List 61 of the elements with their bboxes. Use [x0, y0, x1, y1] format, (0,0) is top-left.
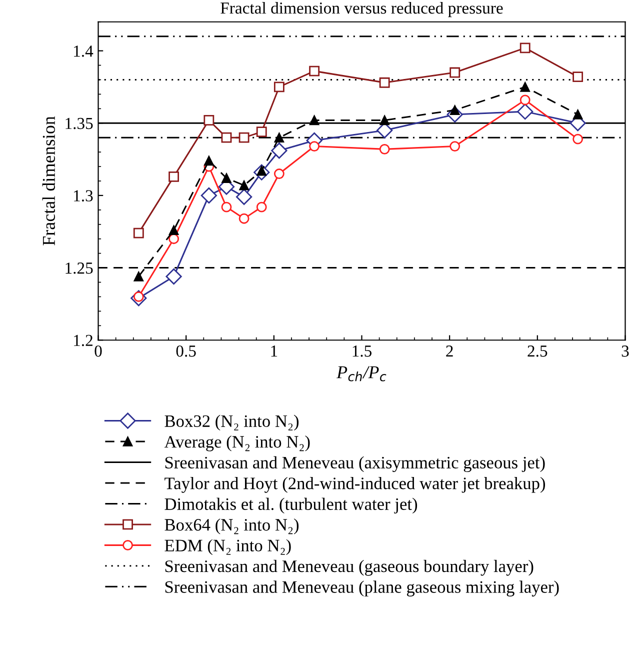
- legend-label: Sreenivasan and Meneveau (gaseous boundary layer): [165, 560, 534, 576]
- point: [204, 156, 214, 166]
- x-tick-label: 0.5: [176, 345, 196, 357]
- point: [271, 142, 288, 159]
- y-tick-label: 1.3: [74, 190, 93, 202]
- legend-label: Sreenivasan and Meneveau (axisymmetric gaseous jet): [165, 456, 545, 472]
- point: [379, 144, 390, 154]
- legend-label: Average (N₂ into N₂): [164, 436, 310, 452]
- point: [520, 94, 530, 106]
- point: [236, 188, 252, 205]
- point: [134, 272, 144, 282]
- legend-label: Box64 (N₂ into N₂): [164, 518, 299, 534]
- point: [520, 82, 530, 92]
- point: [239, 180, 249, 190]
- point: [200, 187, 217, 204]
- x-tick-label: 0: [94, 345, 102, 357]
- point: [238, 132, 250, 143]
- y-tick-label: 1.35: [66, 118, 93, 130]
- point: [222, 173, 232, 183]
- point: [166, 268, 182, 285]
- point: [450, 67, 460, 78]
- legend-label: EDM (N₂ into N₂): [164, 539, 291, 555]
- point: [572, 134, 584, 144]
- y-axis-title: Fractal dimension: [42, 116, 55, 246]
- y-tick-label: 1.4: [74, 46, 94, 57]
- point: [309, 66, 320, 76]
- point: [221, 132, 232, 143]
- point: [256, 126, 267, 138]
- point: [238, 213, 250, 224]
- point: [168, 234, 179, 244]
- x-tick-label: 2: [446, 346, 453, 357]
- point: [168, 171, 179, 182]
- y-tick-label: 1.2: [74, 334, 92, 346]
- point: [379, 77, 390, 88]
- legend-label: Sreenivasan and Meneveau (plane gaseous mixing layer): [165, 580, 559, 596]
- point: [204, 115, 214, 126]
- chart-title: Fractal dimension versus reduced pressure: [220, 2, 503, 18]
- point: [256, 202, 267, 212]
- point: [309, 141, 320, 152]
- point: [274, 132, 284, 142]
- point: [517, 104, 534, 120]
- point: [221, 202, 232, 212]
- point: [133, 228, 144, 238]
- point: [380, 115, 390, 126]
- legend-label: Taylor and Hoyt (2nd-wind-induced water jet breakup): [164, 477, 546, 493]
- y-tick-label: 1.25: [66, 262, 93, 274]
- point: [450, 141, 460, 152]
- point: [274, 82, 284, 92]
- point: [520, 42, 530, 54]
- x-axis-title: P$_{ch}$/P$_{c}$: [336, 366, 386, 382]
- point: [274, 168, 284, 179]
- x-tick-label: 3: [622, 346, 629, 357]
- x-tick-label: 1.5: [352, 346, 372, 357]
- point: [168, 225, 179, 236]
- point: [572, 72, 584, 82]
- legend-label: Box32 (N₂ into N₂): [164, 414, 299, 431]
- x-tick-label: 2.5: [528, 346, 548, 357]
- x-tick-label: 1: [271, 346, 278, 357]
- point: [309, 115, 320, 126]
- legend-label: Dimotakis et al. (turbulent water jet): [164, 498, 418, 514]
- point: [572, 110, 583, 120]
